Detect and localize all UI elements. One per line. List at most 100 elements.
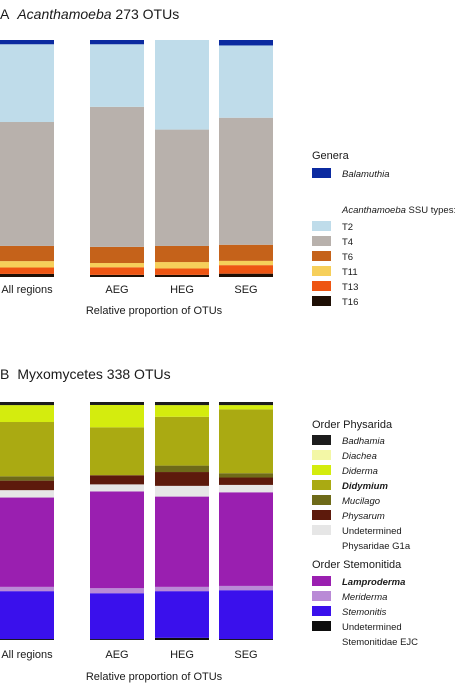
legend-b-swatch-lamproderma	[312, 576, 331, 586]
bar-segment-b-heg-physarum	[155, 472, 209, 486]
legend-b-label-undetermined-physaridae-g1a-line2: Physaridae G1a	[342, 541, 411, 552]
legend-b-label-undetermined-physaridae-g1a: Undetermined	[342, 526, 402, 537]
bar-segment-b-seg-undetermined-physaridae-g1a	[219, 484, 273, 493]
bar-segment-b-heg-meriderma	[155, 586, 209, 592]
bar-segment-b-heg-didymium	[155, 416, 209, 466]
bar-segment-b-heg-undetermined-stemonitidae-ejc	[155, 637, 209, 640]
bar-segment-b-seg-undetermined-stemonitidae-ejc	[219, 639, 273, 640]
legend-b-label-meriderma: Meriderma	[342, 592, 387, 603]
bar-segment-b-all-regions-undetermined-stemonitidae-ejc	[0, 639, 54, 640]
bar-segment-b-all-regions-meriderma	[0, 586, 54, 592]
category-label-a-aeg: AEG	[105, 284, 128, 296]
bar-segment-b-aeg-diderma	[90, 404, 144, 428]
legend-a-swatch-balamuthia	[312, 168, 331, 178]
bar-segment-b-heg-stemonitis	[155, 591, 209, 638]
legend-a-swatch-t11	[312, 266, 331, 276]
panel-b-letter: B	[0, 366, 10, 382]
bar-segment-b-all-regions-undetermined-physaridae-g1a	[0, 490, 54, 498]
bar-segment-a-seg-t13	[219, 265, 273, 274]
legend-a-swatch-t2	[312, 221, 331, 231]
bar-segment-a-all-regions-t2	[0, 44, 54, 123]
legend-b-swatch-mucilago	[312, 495, 331, 505]
bar-segment-a-heg-t13	[155, 268, 209, 275]
bar-segment-a-seg-t16	[219, 273, 273, 277]
legend-a-label-t6: T6	[342, 252, 353, 263]
bar-segment-a-heg-t4	[155, 129, 209, 246]
legend-b-label-stemonitis: Stemonitis	[342, 607, 387, 618]
bar-segment-a-all-regions-t6	[0, 245, 54, 262]
x-axis-label-b: Relative proportion of OTUs	[86, 671, 223, 683]
bar-segment-b-seg-physarum	[219, 477, 273, 485]
bar-segment-a-heg-t6	[155, 245, 209, 263]
bar-segment-a-seg-balamuthia	[219, 40, 273, 46]
bar-segment-b-aeg-badhamia	[90, 402, 144, 405]
legend-b-swatch-undetermined-physaridae-g1a	[312, 525, 331, 535]
legend-a-swatch-t16	[312, 296, 331, 306]
legend-b-swatch-physarum	[312, 510, 331, 520]
legend-b-label-mucilago: Mucilago	[342, 496, 380, 507]
category-label-a-seg: SEG	[234, 284, 257, 296]
bar-segment-a-aeg-t11	[90, 263, 144, 268]
legend-b-swatch-meriderma	[312, 591, 331, 601]
legend-b-swatch-diachea	[312, 450, 331, 460]
bar-segment-b-seg-lamproderma	[219, 492, 273, 586]
legend-b-title-physarida: Order Physarida	[312, 419, 393, 431]
legend-a-label-t13: T13	[342, 282, 358, 293]
bar-segment-b-heg-mucilago	[155, 465, 209, 473]
legend-a-title: Genera	[312, 150, 350, 162]
category-label-b-heg: HEG	[170, 649, 194, 661]
bar-segment-a-all-regions-t4	[0, 122, 54, 246]
bar-segment-b-aeg-physarum	[90, 475, 144, 485]
category-label-b-seg: SEG	[234, 649, 257, 661]
bar-segment-a-all-regions-balamuthia	[0, 40, 54, 45]
bar-segment-a-aeg-t16	[90, 274, 144, 277]
legend-b-swatch-stemonitis	[312, 606, 331, 616]
bar-segment-b-all-regions-stemonitis	[0, 591, 54, 640]
bar-segment-b-all-regions-mucilago	[0, 476, 54, 481]
legend-a-label-t16: T16	[342, 297, 358, 308]
panel-b-title-text: Myxomycetes 338 OTUs	[17, 366, 171, 382]
legend-a-swatch-t6	[312, 251, 331, 261]
bar-segment-b-seg-mucilago	[219, 473, 273, 478]
bar-segment-b-heg-diderma	[155, 405, 209, 417]
bar-segment-a-seg-t11	[219, 260, 273, 266]
legend-b-label-diderma: Diderma	[342, 466, 378, 477]
bar-segment-b-aeg-stemonitis	[90, 593, 144, 640]
legend-b-swatch-undetermined-stemonitidae-ejc	[312, 621, 331, 631]
bar-segment-a-seg-t2	[219, 45, 273, 118]
bar-segment-a-aeg-balamuthia	[90, 40, 144, 45]
legend-a-label-t2: T2	[342, 222, 353, 233]
bar-segment-b-aeg-didymium	[90, 427, 144, 476]
bar-segment-b-heg-badhamia	[155, 402, 209, 406]
legend-b-title-stemonitida: Order Stemonitida	[312, 559, 402, 571]
bar-segment-b-all-regions-lamproderma	[0, 497, 54, 587]
bar-segment-b-seg-meriderma	[219, 585, 273, 591]
legend-b-label-badhamia: Badhamia	[342, 436, 385, 447]
legend-b-label-physarum: Physarum	[342, 511, 385, 522]
bar-segment-b-aeg-undetermined-stemonitidae-ejc	[90, 639, 144, 640]
legend-b-swatch-diderma	[312, 465, 331, 475]
bar-segment-a-aeg-t13	[90, 267, 144, 275]
category-label-a-all-regions: All regions	[1, 284, 53, 296]
bar-segment-b-all-regions-diderma	[0, 405, 54, 423]
bar-segment-a-aeg-t2	[90, 44, 144, 107]
bar-segment-b-all-regions-badhamia	[0, 402, 54, 406]
legend-a-subtitle: Acanthamoeba SSU types:	[341, 205, 455, 216]
bar-segment-a-all-regions-t16	[0, 273, 54, 277]
bar-segment-a-seg-t4	[219, 117, 273, 245]
bar-segment-a-heg-t2	[155, 40, 209, 130]
legend-b-label-lamproderma: Lamproderma	[342, 577, 405, 588]
x-axis-label-a: Relative proportion of OTUs	[86, 305, 223, 317]
bar-segment-a-all-regions-t11	[0, 261, 54, 268]
panel-a-title-count: 273 OTUs	[115, 6, 180, 22]
legend-b-label-undetermined-stemonitidae-ejc-line2: Stemonitidae EJC	[342, 637, 418, 648]
bar-segment-b-all-regions-physarum	[0, 480, 54, 491]
legend-a-label-t4: T4	[342, 237, 353, 248]
bar-segment-a-all-regions-t13	[0, 267, 54, 274]
bar-segment-b-seg-didymium	[219, 409, 273, 474]
bar-segment-a-heg-t11	[155, 262, 209, 269]
legend-b-swatch-didymium	[312, 480, 331, 490]
legend-b-label-didymium: Didymium	[342, 481, 388, 492]
bar-segment-b-seg-stemonitis	[219, 590, 273, 640]
